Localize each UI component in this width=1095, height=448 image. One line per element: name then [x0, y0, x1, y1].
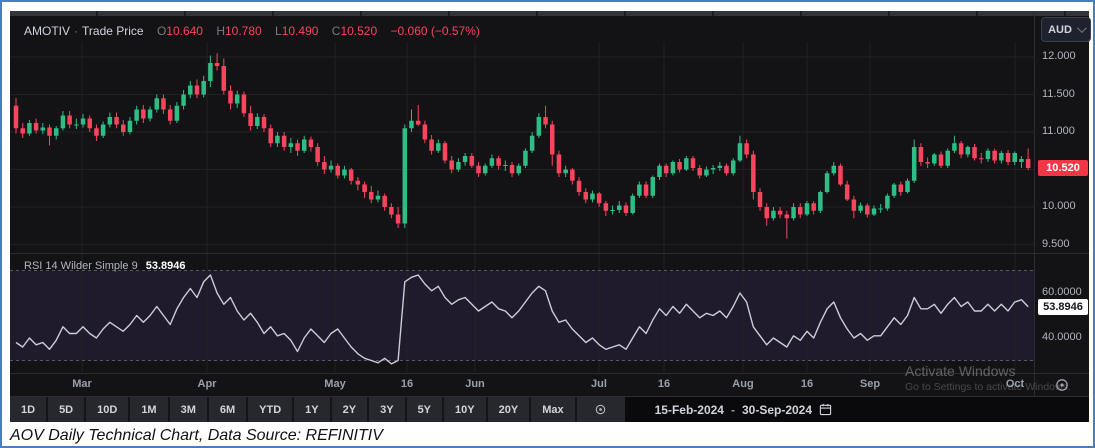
time-tick-mar: Mar — [72, 378, 92, 390]
calendar-icon — [819, 403, 832, 416]
date-to: 30-Sep-2024 — [741, 402, 813, 417]
date-separator: - — [730, 402, 735, 417]
axis-settings-button[interactable] — [1050, 376, 1074, 394]
chevron-down-icon — [1076, 23, 1087, 34]
rsi-axis-label-60.0000: 60.0000 — [1042, 286, 1082, 298]
interval-button-max[interactable]: Max — [531, 397, 575, 422]
interval-button-3y[interactable]: 3Y — [369, 397, 405, 422]
rsi-legend: RSI 14 Wilder Simple 9 53.8946 — [24, 260, 185, 272]
axis-separator — [10, 373, 1089, 374]
time-tick-may: May — [324, 378, 346, 390]
rsi-value-badge: 53.8946 — [1038, 299, 1088, 315]
time-axis[interactable]: Mar Apr May 16 Jun Jul 16 Aug 16 Sep Oct — [10, 374, 1034, 396]
time-tick-jun: Jun — [465, 378, 485, 390]
change-value: −0.060 (−0.57%) — [390, 24, 480, 38]
time-tick-oct: Oct — [1005, 378, 1025, 390]
symbol-name: AMOTIV — [24, 24, 71, 38]
top-toolbar-sliver — [10, 11, 1089, 16]
price-axis-label-12.000: 12.000 — [1042, 50, 1076, 62]
legend-separator: · — [74, 24, 79, 38]
price-axis-label-11.500: 11.500 — [1042, 87, 1075, 100]
time-tick-16: 16 — [657, 378, 671, 390]
interval-button-1m[interactable]: 1M — [130, 397, 168, 422]
date-from: 15-Feb-2024 — [654, 402, 724, 417]
bottom-toolbar: 1D 5D 10D 1M 3M 6M YTD 1Y 2Y 3Y 5Y 10Y 20Y Max 15-Feb… — [10, 397, 1089, 422]
high-value: 10.780 — [225, 24, 262, 38]
axis-vertical-separator — [1034, 11, 1035, 396]
time-tick-aug: Aug — [732, 378, 754, 390]
interval-button-3m[interactable]: 3M — [169, 397, 207, 422]
time-tick-jul: Jul — [591, 378, 607, 390]
close-value: 10.520 — [340, 24, 378, 38]
high-label: H — [216, 24, 225, 38]
settings-icon — [1056, 379, 1068, 391]
time-tick-apr: Apr — [197, 378, 217, 390]
interval-button-1y[interactable]: 1Y — [294, 397, 330, 422]
interval-button-5y[interactable]: 5Y — [406, 397, 443, 422]
settings-icon — [595, 404, 606, 415]
interval-button-ytd[interactable]: YTD — [248, 397, 293, 422]
caption-text: AOV Daily Technical Chart, Data Source: … — [10, 426, 383, 444]
interval-settings-button[interactable] — [576, 397, 625, 422]
interval-button-6m[interactable]: 6M — [208, 397, 247, 422]
rsi-label: RSI 14 Wilder Simple 9 — [24, 260, 138, 272]
price-axis-label-11.000: 11.000 — [1042, 125, 1075, 137]
panel-separator — [10, 253, 1089, 254]
interval-button-10d[interactable]: 10D — [86, 397, 129, 422]
low-label: L — [275, 24, 282, 38]
currency-dropdown[interactable]: AUD — [1041, 17, 1091, 42]
open-label: O — [156, 24, 167, 38]
low-value: 10.490 — [281, 24, 319, 38]
interval-button-2y[interactable]: 2Y — [331, 397, 368, 422]
toolbar-separator — [10, 396, 1089, 397]
currency-label: AUD — [1048, 23, 1072, 36]
time-tick-16: 16 — [400, 378, 414, 390]
price-axis-label-10.000: 10.000 — [1042, 200, 1076, 212]
price-legend: AMOTIV · Trade Price O10.640 H10.780 L10.4… — [24, 24, 480, 38]
series-label: Trade Price — [82, 24, 144, 38]
rsi-axis-label-40.0000: 40.0000 — [1042, 331, 1082, 343]
time-tick-sep: Sep — [859, 378, 881, 390]
price-axis-label-9.500: 9.500 — [1042, 237, 1070, 250]
interval-button-20y[interactable]: 20Y — [487, 397, 530, 422]
interval-button-10y[interactable]: 10Y — [444, 397, 486, 422]
interval-buttons: 1D 5D 10D 1M 3M 6M YTD 1Y 2Y 3Y 5Y 10Y 20Y Max — [10, 397, 577, 422]
date-range-picker[interactable]: 15-Feb-2024 - 30-Sep-2024 — [655, 397, 832, 422]
last-price-badge: 10.520 — [1038, 160, 1088, 176]
time-tick-16: 16 — [800, 378, 814, 390]
interval-button-5d[interactable]: 5D — [48, 397, 85, 422]
open-value: 10.640 — [166, 24, 203, 38]
caption-bar: AOV Daily Technical Chart, Data Source: … — [2, 423, 1093, 446]
close-label: C — [331, 24, 341, 38]
interval-button-1d[interactable]: 1D — [10, 397, 47, 422]
price-panel[interactable] — [10, 42, 1034, 253]
rsi-value: 53.8946 — [145, 260, 186, 272]
